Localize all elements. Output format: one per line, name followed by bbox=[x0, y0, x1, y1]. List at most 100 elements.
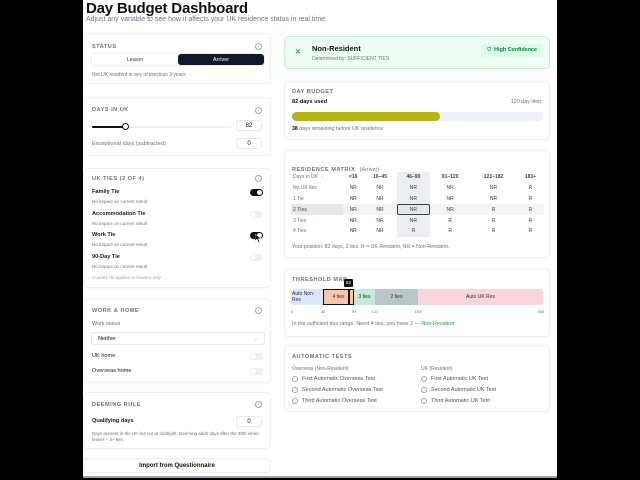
exceptional-days-input[interactable]: 0 bbox=[236, 138, 262, 149]
segment-4-ties: 4 ties bbox=[323, 289, 354, 305]
pending-icon: – bbox=[421, 387, 427, 393]
segment-auto-non-res: Auto Non-Res bbox=[291, 289, 323, 305]
confidence-label: High Confidence bbox=[494, 47, 537, 53]
accommodation-tie-label: Accommodation Tie bbox=[92, 211, 146, 217]
overseas-home-toggle[interactable] bbox=[250, 368, 263, 375]
days-remaining: 38 days remaining before UK residence bbox=[292, 126, 383, 132]
work-status-value: Neither bbox=[98, 336, 117, 342]
accommodation-tie-toggle[interactable] bbox=[250, 211, 263, 218]
matrix-title: RESIDENCE MATRIX (Arriver) bbox=[292, 158, 379, 176]
ninety-day-tie-toggle[interactable] bbox=[250, 254, 263, 261]
arriver-option[interactable]: Arriver bbox=[178, 54, 264, 65]
family-tie-label: Family Tie bbox=[92, 189, 120, 195]
matrix-cell: R bbox=[528, 217, 533, 224]
leaver-option[interactable]: Leaver bbox=[126, 57, 144, 63]
threshold-map-title: THRESHOLD MAP bbox=[292, 277, 348, 283]
info-icon[interactable]: i bbox=[255, 107, 262, 114]
tick-label: 91 bbox=[351, 309, 357, 314]
threshold-summary-result: Non-Resident bbox=[421, 321, 455, 327]
status-card: STATUS i Leaver Arriver Not UK resident … bbox=[83, 33, 271, 84]
deeming-note: Days present in the UK but not at midnig… bbox=[92, 431, 259, 442]
matrix-footnote: Your position: 82 days, 2 ties. R = UK R… bbox=[292, 244, 450, 250]
days-in-uk-card: DAYS IN UK i 82 Exceptional days (subtra… bbox=[83, 97, 271, 156]
uk-test-1: – First Automatic UK Test bbox=[421, 376, 488, 382]
test-label: First Automatic Overseas Test bbox=[302, 376, 375, 382]
threshold-ticks: 0 46 91 121 183 365 bbox=[291, 309, 544, 315]
deeming-rule-card: DEEMING RULE i Qualifying days 0 Days pr… bbox=[83, 392, 271, 449]
day-budget-progress bbox=[292, 112, 543, 121]
uk-heading: UK (Resident) bbox=[421, 366, 453, 372]
matrix-header-row: Days in UK → <16 16–45 46–90 91–120 121–… bbox=[291, 172, 544, 183]
matrix-row-current: 2 Ties NR NR NR NR R R bbox=[291, 204, 544, 216]
matrix-cell: NR bbox=[363, 204, 397, 216]
dashboard-page: Day Budget Dashboard Adjust any variable… bbox=[83, 0, 557, 478]
page-title: Day Budget Dashboard bbox=[86, 0, 248, 17]
confidence-badge: ⛉ High Confidence bbox=[481, 44, 543, 57]
matrix-cell: R bbox=[491, 228, 496, 235]
page-subtitle: Adjust any variable to see how it affect… bbox=[86, 16, 328, 23]
matrix-row: 3 Ties NR NR NR R R R bbox=[291, 215, 544, 226]
days-input[interactable]: 82 bbox=[236, 120, 262, 131]
matrix-cell: R bbox=[396, 225, 431, 237]
info-icon[interactable]: i bbox=[255, 175, 262, 182]
uk-home-toggle[interactable] bbox=[250, 353, 263, 360]
matrix-subtitle: (Arriver) bbox=[359, 167, 380, 173]
days-slider[interactable] bbox=[92, 123, 232, 130]
ties-card-title: UK TIES (2 OF 4) bbox=[92, 176, 145, 182]
x-icon: ✕ bbox=[295, 49, 301, 56]
overseas-heading: Overseas (Non-Resident) bbox=[292, 366, 349, 372]
overseas-test-1: – First Automatic Overseas Test bbox=[292, 376, 375, 382]
family-tie-toggle[interactable] bbox=[250, 189, 263, 196]
matrix-cell: NR bbox=[376, 185, 384, 192]
uk-test-3: – Third Automatic UK Test bbox=[421, 398, 490, 404]
qualifying-days-input[interactable]: 0 bbox=[236, 416, 262, 427]
deeming-card-title: DEEMING RULE bbox=[92, 402, 141, 408]
days-card-title: DAYS IN UK bbox=[92, 107, 129, 113]
matrix-col-header: 183+ bbox=[524, 174, 537, 181]
matrix-cell: NR bbox=[430, 204, 471, 216]
matrix-col-header: <16 bbox=[348, 174, 358, 181]
residence-matrix-card: RESIDENCE MATRIX (Arriver) Days in UK → … bbox=[284, 150, 550, 258]
matrix-cell: NR bbox=[349, 217, 357, 224]
work-status-select[interactable]: Neither ⌄ bbox=[91, 332, 265, 345]
current-position-marker bbox=[348, 289, 350, 305]
info-icon[interactable]: i bbox=[255, 401, 262, 408]
test-label: Second Automatic UK Test bbox=[431, 387, 497, 393]
matrix-row: No UK ties NR NR NR NR NR R bbox=[291, 182, 544, 194]
matrix-cell: R bbox=[528, 185, 533, 192]
threshold-map-card: THRESHOLD MAP Auto Non-Res 4 ties 3 ties… bbox=[284, 268, 550, 337]
ninety-day-tie-note: No impact on current result bbox=[92, 264, 148, 269]
automatic-tests-title: AUTOMATIC TESTS bbox=[292, 354, 353, 360]
automatic-tests-card: AUTOMATIC TESTS Overseas (Non-Resident) … bbox=[284, 345, 550, 412]
day-limit-label: 120 day limit bbox=[510, 99, 541, 105]
uk-ties-card: UK TIES (2 OF 4) i Family Tie No impact … bbox=[83, 168, 271, 288]
pending-icon: – bbox=[292, 376, 298, 382]
matrix-cell: R bbox=[448, 228, 452, 235]
info-icon[interactable]: i bbox=[255, 43, 262, 50]
import-from-questionnaire-button[interactable]: Import from Questionnaire bbox=[83, 458, 271, 473]
matrix-cell: NR bbox=[396, 182, 431, 194]
segment-auto-uk-res: Auto UK Res bbox=[418, 289, 543, 305]
info-icon[interactable]: i bbox=[255, 307, 262, 314]
overseas-test-3: – Third Automatic Overseas Test bbox=[292, 398, 377, 404]
pending-icon: – bbox=[292, 398, 298, 404]
tick-label: 121 bbox=[371, 309, 379, 314]
work-tie-note: No impact on current result bbox=[92, 242, 148, 247]
exceptional-days-label: Exceptional days (subtracted) bbox=[92, 141, 166, 147]
matrix-cell: R bbox=[448, 217, 452, 224]
matrix-cell: NR bbox=[446, 185, 454, 192]
matrix-cell: NR bbox=[396, 193, 431, 205]
matrix-cell: NR bbox=[343, 204, 364, 216]
slider-thumb[interactable] bbox=[122, 123, 129, 130]
days-remaining-number: 38 bbox=[292, 126, 298, 132]
matrix-col-header: 16–45 bbox=[373, 174, 387, 181]
shield-icon: ⛉ bbox=[487, 47, 492, 53]
test-label: Third Automatic Overseas Test bbox=[302, 398, 377, 404]
status-toggle[interactable]: Leaver Arriver bbox=[91, 53, 265, 66]
matrix-row-label: No UK ties bbox=[293, 185, 317, 192]
family-tie-note: No impact on current result bbox=[92, 199, 148, 204]
matrix-cell: NR bbox=[489, 185, 498, 192]
residence-matrix-table: Days in UK → <16 16–45 46–90 91–120 121–… bbox=[291, 172, 544, 237]
segment-3-ties: 3 ties bbox=[354, 289, 375, 305]
mouse-cursor-icon bbox=[255, 234, 262, 243]
